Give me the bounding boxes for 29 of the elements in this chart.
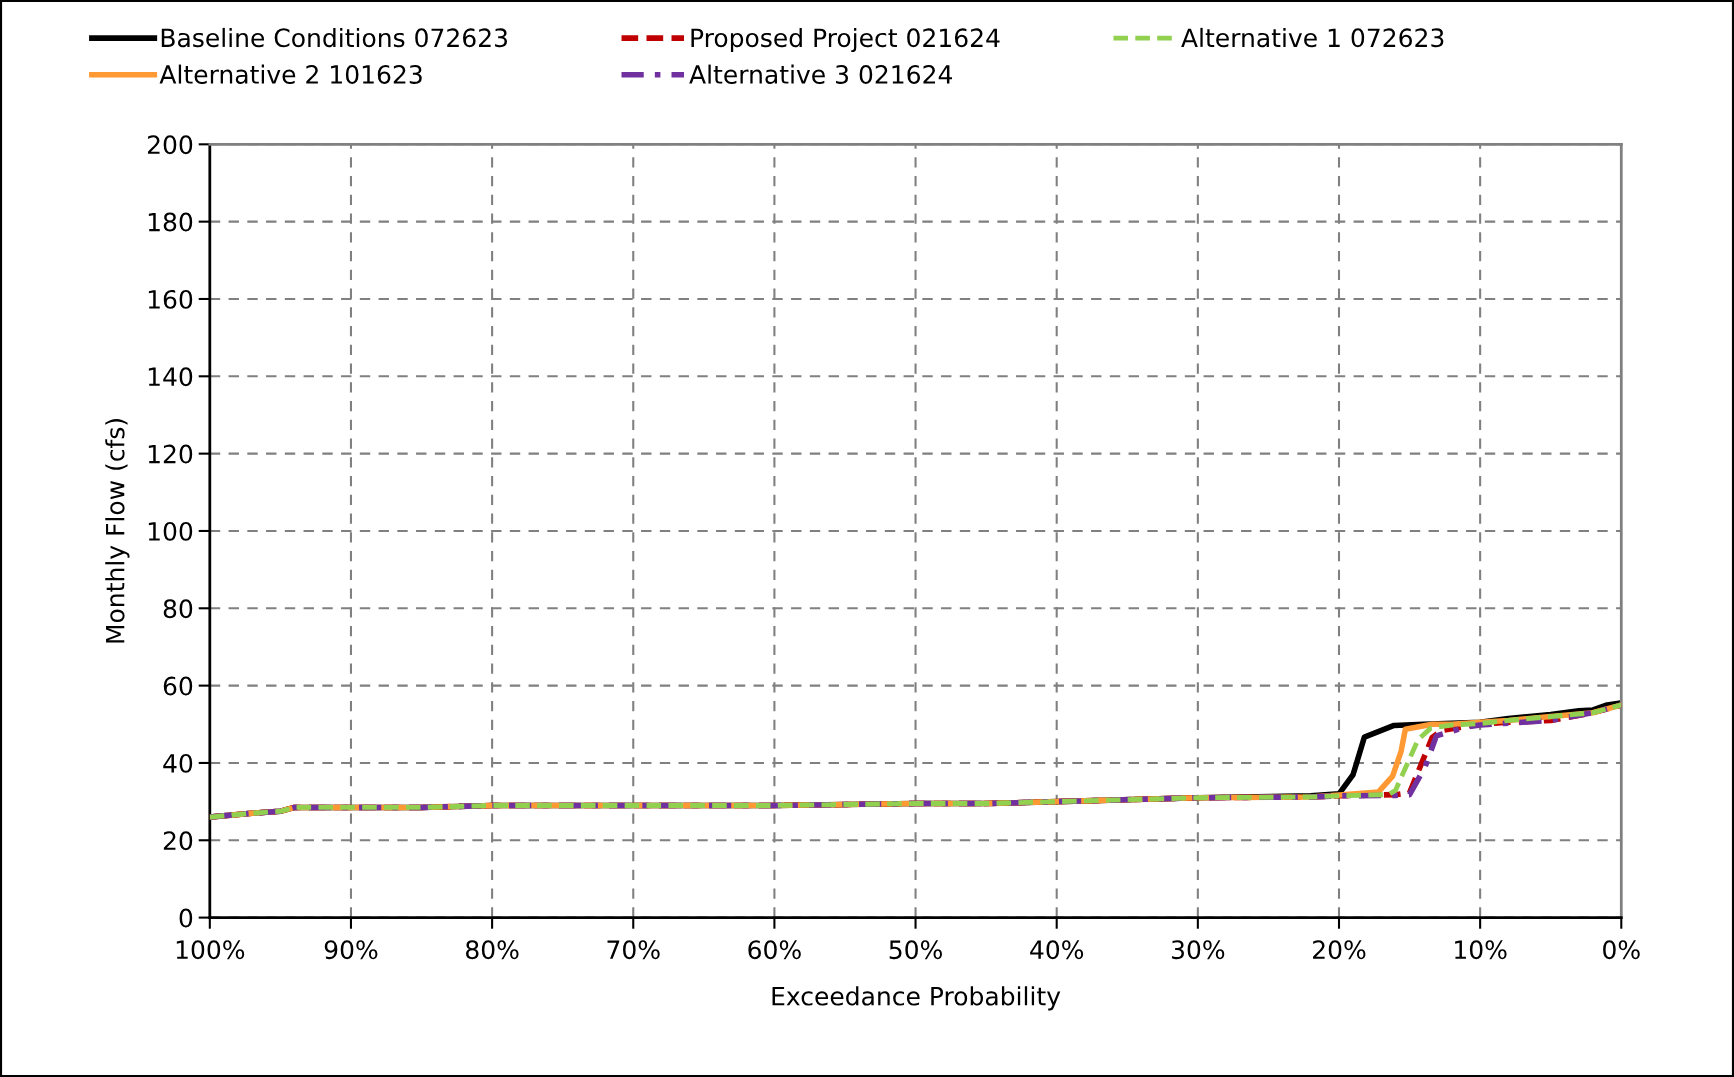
x-tick-label: 20%: [1313, 940, 1366, 960]
legend-label: Alternative 3 021624: [689, 64, 952, 84]
y-tick-label: 200: [147, 135, 193, 155]
x-tick-label: 50%: [889, 940, 942, 960]
y-tick-label: 80: [163, 599, 193, 619]
y-tick-label: 120: [148, 444, 193, 464]
y-tick-label: 140: [148, 367, 193, 387]
legend-label: Alternative 2 101623: [159, 64, 422, 84]
y-tick-label: 0: [179, 908, 193, 928]
x-tick-label: 100%: [176, 940, 245, 960]
y-tick-label: 60: [163, 676, 193, 696]
y-tick-label: 20: [163, 831, 193, 851]
y-tick-label: 100: [148, 521, 193, 541]
legend-label: Baseline Conditions 072623: [161, 27, 507, 48]
y-tick-label: 180: [148, 212, 193, 232]
legend-label: Alternative 1 072623: [1181, 27, 1444, 48]
x-tick-label: 0%: [1603, 940, 1640, 960]
y-tick-label: 40: [163, 753, 193, 773]
y-tick-label: 160: [148, 289, 193, 309]
x-tick-label: 90%: [324, 940, 378, 960]
x-tick-label: 40%: [1030, 940, 1084, 960]
x-tick-label: 80%: [466, 940, 519, 960]
x-tick-label: 30%: [1171, 940, 1225, 960]
y-axis-title: Monthly Flow (cfs): [105, 419, 130, 643]
legend-label: Proposed Project 021624: [691, 27, 1000, 53]
x-axis-title: Exceedance Probability: [772, 986, 1061, 1011]
x-tick-label: 10%: [1455, 940, 1507, 960]
x-tick-label: 60%: [748, 940, 801, 960]
x-tick-label: 70%: [607, 940, 660, 960]
